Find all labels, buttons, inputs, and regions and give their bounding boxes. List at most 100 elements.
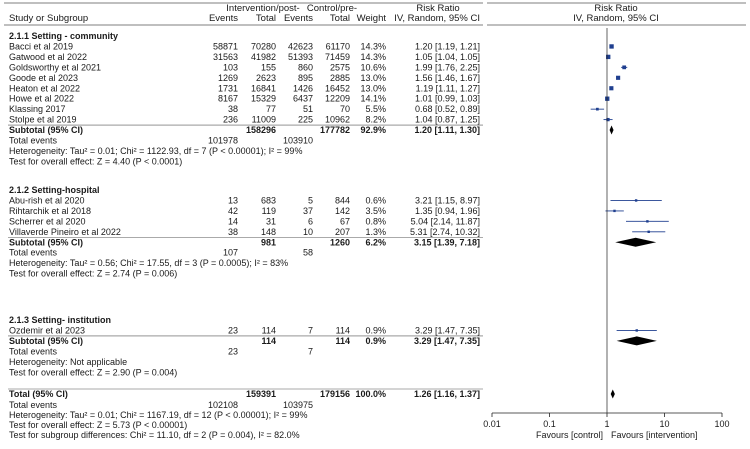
overall-effect-text: Test for overall effect: Z = 2.90 (P = 0…: [9, 367, 177, 377]
study-marker: [646, 220, 649, 223]
total1-cell: 155: [261, 62, 276, 72]
favours-intervention-label: Favours [intervention]: [611, 430, 698, 440]
study-marker: [616, 75, 621, 80]
weight-cell: 14.1%: [360, 94, 386, 104]
study-name: Scherrer et al 2020: [9, 216, 86, 226]
events1-cell: 14: [228, 216, 238, 226]
subtotal-total2: 177782: [320, 125, 350, 135]
study-name: Goode et al 2023: [9, 73, 78, 83]
total1-cell: 41982: [251, 52, 276, 62]
subgroup-differences-text: Test for subgroup differences: Chi² = 11…: [9, 430, 300, 440]
events1-cell: 23: [228, 325, 238, 335]
total2-cell: 67: [340, 216, 350, 226]
ci-text-cell: 1.35 [0.94, 1.96]: [415, 206, 480, 216]
total2-cell: 12209: [325, 94, 350, 104]
weight-cell: 0.8%: [365, 216, 386, 226]
ci-text-cell: 1.56 [1.46, 1.67]: [415, 73, 480, 83]
overall-heterogeneity-text: Heterogeneity: Tau² = 0.01; Chi² = 1167.…: [9, 410, 307, 420]
ci-text-cell: 0.68 [0.52, 0.89]: [415, 104, 480, 114]
total-events2: 7: [308, 346, 313, 356]
heterogeneity-text: Heterogeneity: Tau² = 0.56; Chi² = 17.55…: [9, 258, 288, 268]
subtotal-weight: 6.2%: [365, 237, 386, 247]
ci-text-cell: 1.99 [1.76, 2.25]: [415, 62, 480, 72]
events2-cell: 51393: [288, 52, 313, 62]
study-name: Abu-rish et al 2020: [9, 195, 85, 205]
subgroup-title: 2.1.3 Setting- institution: [9, 315, 111, 325]
events2-cell: 1426: [293, 83, 313, 93]
overall-effect-text-total: Test for overall effect: Z = 5.73 (P < 0…: [9, 420, 187, 430]
events2-header: Events: [284, 13, 313, 24]
ci-text-cell: 3.29 [1.47, 7.35]: [415, 325, 480, 335]
subgroup-title: 2.1.1 Setting - community: [9, 31, 118, 41]
events1-cell: 42: [228, 206, 238, 216]
ci-text-cell: 5.04 [2.14, 11.87]: [411, 216, 480, 226]
total1-cell: 77: [266, 104, 276, 114]
events2-cell: 6437: [293, 94, 313, 104]
weight-cell: 14.3%: [360, 41, 386, 51]
total1-cell: 114: [262, 325, 276, 335]
weight-cell: 1.3%: [365, 227, 386, 237]
total-events1: 23: [228, 346, 238, 356]
study-marker: [606, 54, 611, 60]
total2-cell: 16452: [325, 83, 350, 93]
subtotal-label: Subtotal (95% CI): [9, 125, 83, 135]
events2-cell: 860: [298, 62, 313, 72]
events1-cell: 58871: [213, 41, 238, 51]
total2-cell: 2575: [330, 62, 350, 72]
study-name: Villaverde Pineiro et al 2022: [9, 227, 121, 237]
weight-cell: 14.3%: [360, 52, 386, 62]
ci-text-cell: 1.20 [1.19, 1.21]: [415, 41, 480, 51]
total2-cell: 70: [340, 104, 350, 114]
events1-cell: 38: [228, 104, 238, 114]
events1-header: Events: [209, 13, 238, 24]
overall-total1: 159391: [246, 389, 276, 399]
overall-total-events-label: Total events: [9, 400, 58, 410]
events1-cell: 1731: [218, 83, 238, 93]
events2-cell: 10: [303, 227, 313, 237]
weight-cell: 13.0%: [360, 83, 386, 93]
study-name: Stolpe et al 2019: [9, 115, 77, 125]
subtotal-total1: 114: [261, 336, 276, 346]
favours-control-label: Favours [control]: [536, 430, 603, 440]
study-name: Howe et al 2022: [9, 94, 74, 104]
group1-header: Intervention/post-: [226, 3, 299, 14]
total1-cell: 31: [266, 216, 276, 226]
total1-cell: 683: [261, 195, 276, 205]
overall-weight: 100.0%: [355, 389, 386, 399]
subtotal-total2: 1260: [330, 237, 350, 247]
events1-cell: 236: [223, 115, 238, 125]
ci-text-cell: 3.21 [1.15, 8.97]: [415, 195, 480, 205]
total2-header: Total: [330, 13, 350, 24]
events2-cell: 5: [308, 195, 313, 205]
rr-method-header: IV, Random, 95% CI: [394, 13, 480, 24]
study-marker: [609, 86, 614, 91]
ci-text-cell: 5.31 [2.74, 10.32]: [410, 227, 480, 237]
study-name: Gatwood et al 2022: [9, 52, 87, 62]
study-marker: [635, 329, 638, 332]
study-marker: [596, 107, 599, 111]
weight-cell: 5.5%: [365, 104, 386, 114]
x-tick-label: 1: [604, 419, 609, 429]
ci-text-cell: 1.01 [0.99, 1.03]: [415, 94, 480, 104]
study-name: Klassing 2017: [9, 104, 66, 114]
total2-cell: 61170: [326, 41, 350, 51]
study-marker: [622, 65, 627, 70]
events1-cell: 38: [228, 227, 238, 237]
rr-plot-method-header: IV, Random, 95% CI: [573, 13, 659, 24]
total2-cell: 142: [335, 206, 350, 216]
subtotal-diamond: [616, 336, 657, 346]
total2-cell: 71459: [325, 52, 350, 62]
overall-effect-text: Test for overall effect: Z = 2.74 (P = 0…: [9, 269, 177, 279]
total1-header: Total: [256, 13, 276, 24]
study-name: Ozdemir et al 2023: [9, 325, 85, 335]
study-column-header: Study or Subgroup: [9, 13, 88, 24]
subtotal-weight: 0.9%: [365, 336, 386, 346]
weight-header: Weight: [357, 13, 387, 24]
study-name: Bacci et al 2019: [9, 41, 73, 51]
study-marker: [647, 230, 650, 233]
events1-cell: 31563: [213, 52, 238, 62]
subtotal-weight: 92.9%: [360, 125, 386, 135]
total1-cell: 119: [262, 206, 276, 216]
study-marker: [613, 209, 616, 213]
